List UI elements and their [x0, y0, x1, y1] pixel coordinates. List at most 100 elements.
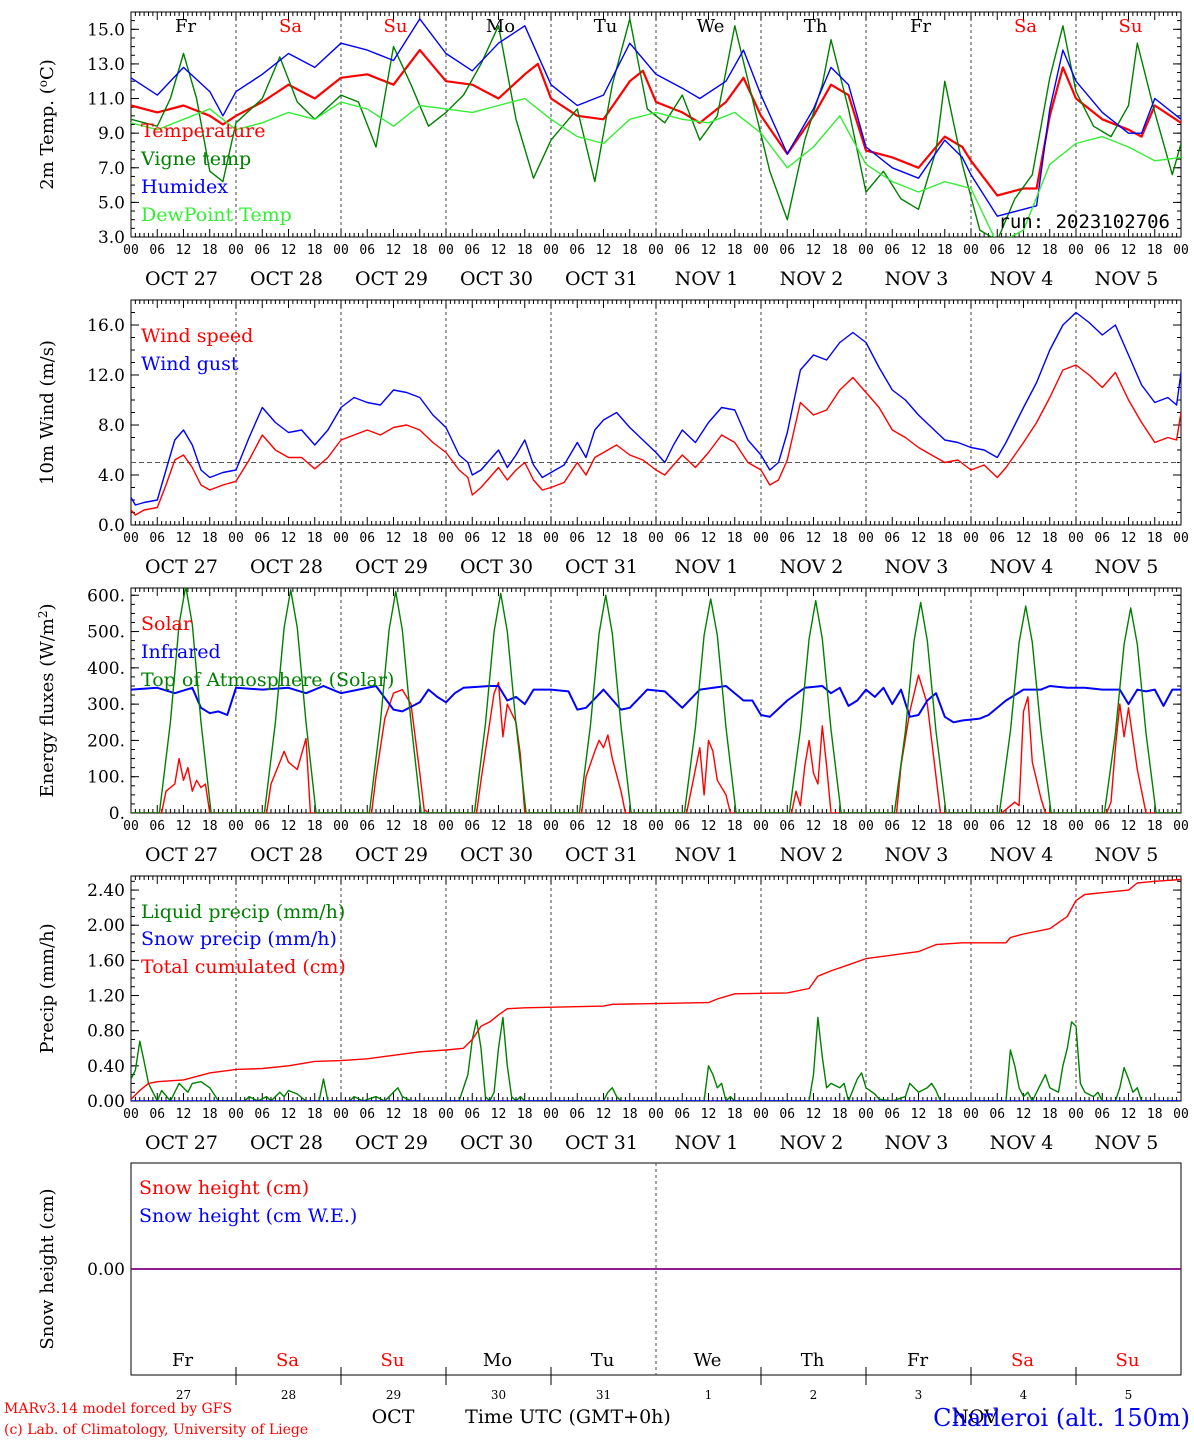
hour-tick-label: 12 — [1016, 1107, 1032, 1122]
hour-tick-label: 12 — [386, 531, 402, 546]
y-tick-label: 5.0 — [98, 193, 125, 213]
hour-tick-label: 06 — [1094, 531, 1110, 546]
hour-tick-label: 06 — [254, 1107, 270, 1122]
hour-tick-label: 00 — [123, 243, 139, 258]
day-number-label: 30 — [491, 1388, 506, 1402]
date-label: NOV 4 — [990, 1132, 1054, 1154]
weekday-label: Sa — [1011, 1350, 1034, 1371]
weekday-label: Th — [804, 16, 828, 37]
date-label: OCT 31 — [565, 1132, 638, 1154]
y-axis-label: 2m Temp. (oC) — [36, 59, 58, 190]
date-label: OCT 30 — [460, 268, 533, 290]
y-tick-label: 500. — [87, 623, 125, 643]
date-label: NOV 5 — [1095, 556, 1159, 578]
hour-tick-label: 06 — [359, 531, 375, 546]
hour-tick-label: 12 — [911, 243, 927, 258]
day-number-label: 3 — [915, 1388, 923, 1402]
y-tick-label: 12.0 — [87, 366, 125, 386]
date-label: OCT 27 — [145, 556, 218, 578]
hour-tick-label: 18 — [307, 531, 323, 546]
date-label: OCT 31 — [565, 556, 638, 578]
hour-tick-label: 00 — [123, 531, 139, 546]
hour-tick-label: 00 — [648, 531, 664, 546]
hour-tick-label: 18 — [1042, 531, 1058, 546]
hour-tick-label: 00 — [333, 243, 349, 258]
weekday-label: Sa — [276, 1350, 299, 1371]
hour-tick-label: 00 — [123, 1107, 139, 1122]
hour-tick-label: 12 — [596, 531, 612, 546]
hour-tick-label: 00 — [648, 1107, 664, 1122]
date-label: NOV 1 — [675, 1132, 739, 1154]
hour-tick-label: 00 — [963, 819, 979, 834]
hour-tick-label: 12 — [806, 531, 822, 546]
date-label: NOV 3 — [885, 268, 949, 290]
hour-tick-label: 00 — [333, 819, 349, 834]
hour-tick-label: 00 — [1068, 531, 1084, 546]
hour-tick-label: 12 — [596, 1107, 612, 1122]
weekday-label: Tu — [591, 1350, 615, 1371]
hour-tick-label: 06 — [884, 819, 900, 834]
y-tick-label: 600. — [87, 586, 125, 606]
legend-entry: Infrared — [141, 641, 221, 663]
hour-tick-label: 06 — [1094, 243, 1110, 258]
hour-tick-label: 18 — [307, 243, 323, 258]
y-tick-label: 0.80 — [87, 1022, 125, 1042]
hour-tick-label: 12 — [491, 819, 507, 834]
y-tick-label: 2.40 — [87, 881, 125, 901]
hour-tick-label: 12 — [596, 243, 612, 258]
date-label: NOV 5 — [1095, 1132, 1159, 1154]
hour-tick-label: 12 — [176, 1107, 192, 1122]
series-line — [131, 364, 1181, 516]
hour-tick-label: 06 — [254, 819, 270, 834]
hour-tick-label: 12 — [176, 819, 192, 834]
hour-tick-label: 06 — [359, 819, 375, 834]
hour-tick-label: 00 — [753, 243, 769, 258]
hour-tick-label: 18 — [1147, 1107, 1163, 1122]
hour-tick-label: 12 — [1121, 819, 1137, 834]
date-label: OCT 28 — [250, 844, 323, 866]
date-label: OCT 29 — [355, 1132, 428, 1154]
panel-1: 00 06 12 18 OCT 27 00 06 12 18 OCT 28 00 06 12 18 OCT … — [36, 11, 1189, 290]
model-credit: MARv3.14 model forced by GFS — [4, 1401, 232, 1417]
panels: 00 06 12 18 OCT 27 00 06 12 18 OCT 28 00 06 12 18 OCT … — [36, 11, 1189, 1402]
y-tick-label: 15.0 — [87, 20, 125, 40]
hour-tick-label: 18 — [937, 531, 953, 546]
hour-tick-label: 00 — [543, 243, 559, 258]
date-label: OCT 29 — [355, 556, 428, 578]
hour-tick-label: 18 — [517, 1107, 533, 1122]
hour-tick-label: 00 — [228, 1107, 244, 1122]
hour-tick-label: 00 — [1173, 531, 1189, 546]
hour-tick-label: 12 — [176, 243, 192, 258]
hour-tick-label: 18 — [1042, 819, 1058, 834]
footer: MARv3.14 model forced by GFS (c) Lab. of… — [4, 1401, 1190, 1438]
hour-tick-label: 12 — [386, 243, 402, 258]
series-line — [131, 588, 1181, 813]
hour-tick-label: 18 — [412, 531, 428, 546]
series-line — [131, 1016, 1181, 1101]
series-line — [131, 311, 1181, 506]
hour-tick-label: 18 — [517, 243, 533, 258]
hour-tick-label: 12 — [1016, 243, 1032, 258]
y-tick-label: 3.0 — [98, 228, 125, 248]
date-label: NOV 3 — [885, 1132, 949, 1154]
hour-tick-label: 18 — [412, 1107, 428, 1122]
weekday-label: Fr — [907, 1350, 928, 1371]
hour-tick-label: 18 — [622, 243, 638, 258]
hour-tick-label: 06 — [989, 1107, 1005, 1122]
hour-tick-label: 00 — [438, 531, 454, 546]
hour-tick-label: 12 — [1016, 531, 1032, 546]
legend-entry: Temperature — [141, 120, 265, 142]
hour-tick-label: 00 — [648, 243, 664, 258]
hour-tick-label: 00 — [858, 819, 874, 834]
hour-tick-label: 18 — [1042, 1107, 1058, 1122]
hour-tick-label: 18 — [832, 531, 848, 546]
hour-tick-label: 18 — [622, 1107, 638, 1122]
day-number-label: 28 — [281, 1388, 296, 1402]
hour-tick-label: 00 — [438, 1107, 454, 1122]
hour-tick-label: 06 — [779, 1107, 795, 1122]
hour-tick-label: 06 — [254, 243, 270, 258]
hour-tick-label: 06 — [884, 531, 900, 546]
hour-tick-label: 00 — [438, 819, 454, 834]
